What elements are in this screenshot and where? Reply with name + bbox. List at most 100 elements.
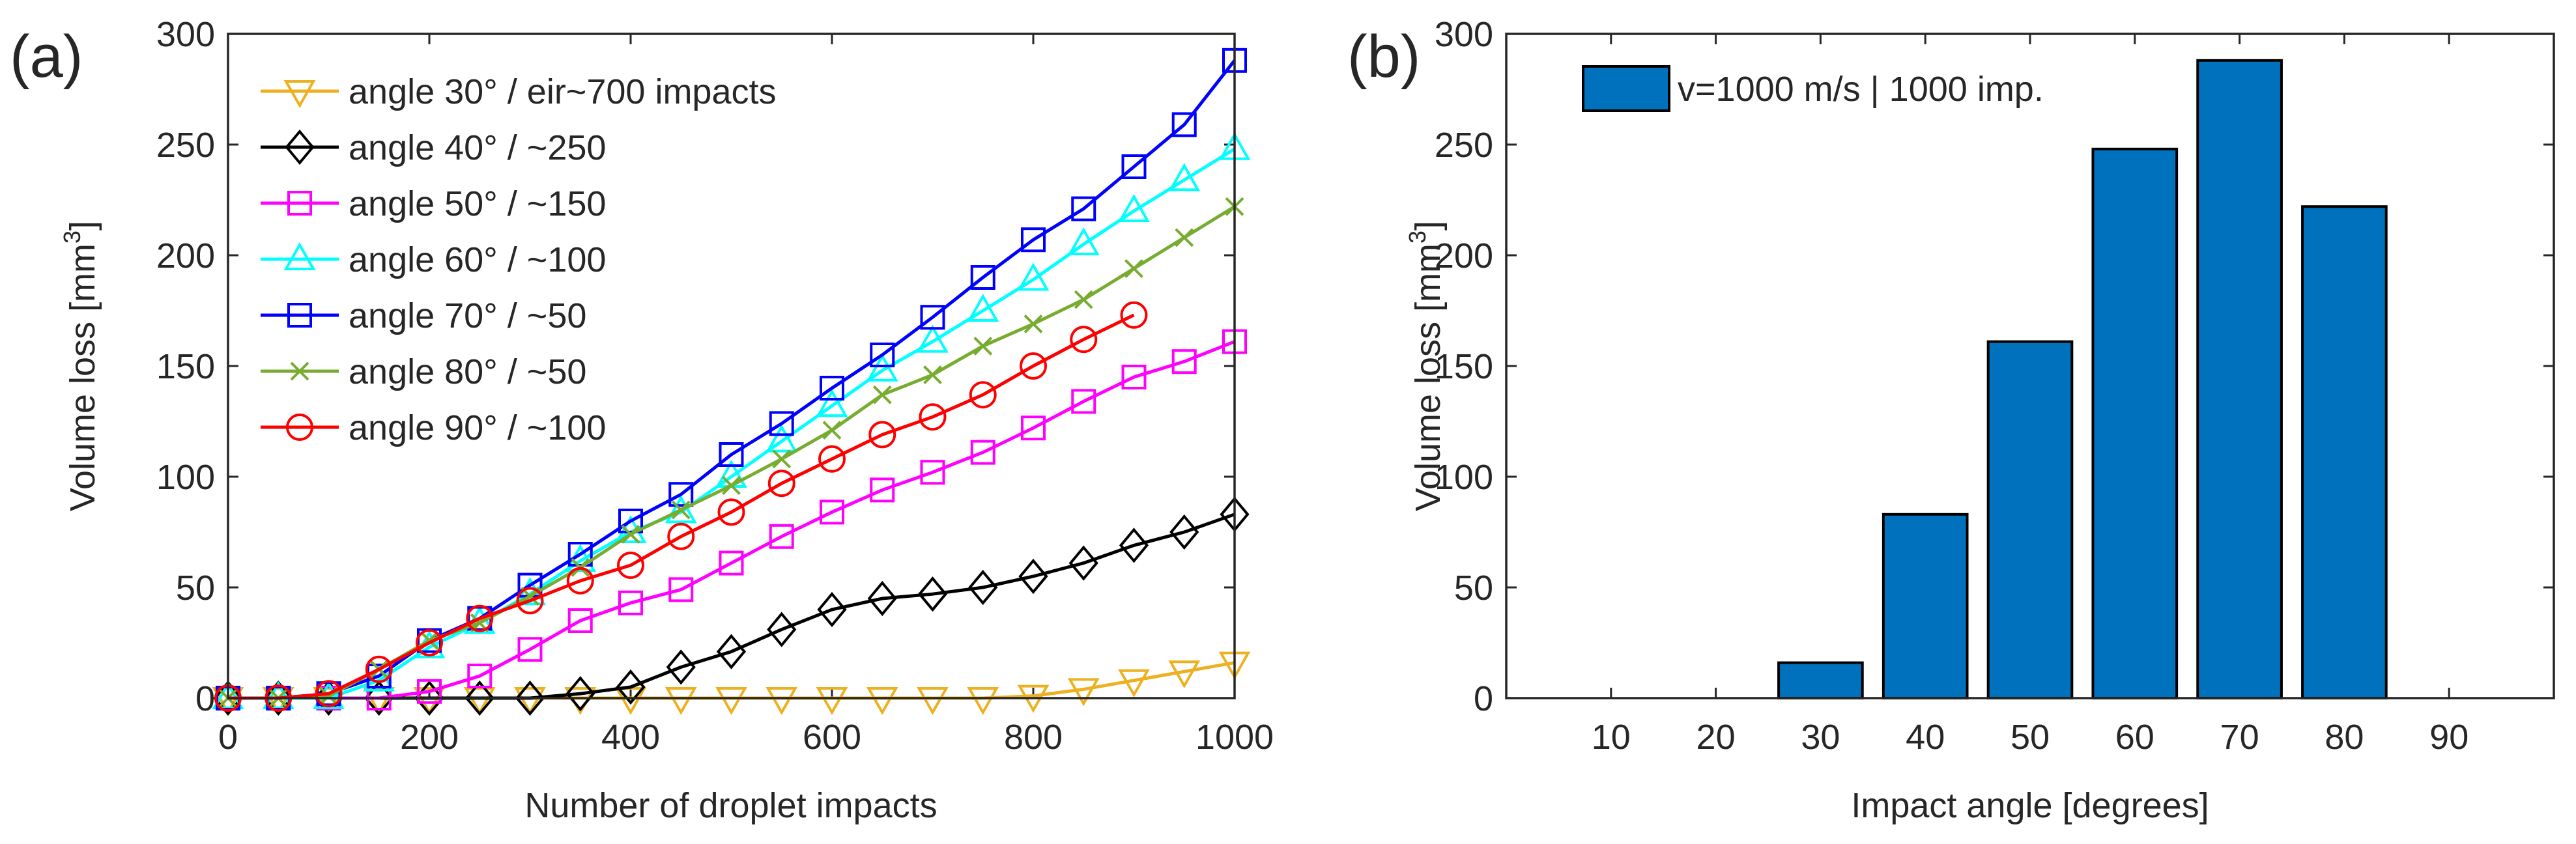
panel-a-ytick-label-250: 250 bbox=[156, 126, 215, 165]
panel-a-series-7-point-450 bbox=[667, 522, 695, 550]
panel-b-bar-60 bbox=[2091, 147, 2179, 700]
panel-b-xtick-label-30: 30 bbox=[1801, 718, 1840, 757]
panel-b-xtick-label-60: 60 bbox=[2115, 718, 2154, 757]
panel-a-series-1-point-750 bbox=[967, 687, 999, 716]
panel-b-ytick-label-0: 0 bbox=[1474, 679, 1493, 718]
panel-a-legend-item-3-marker bbox=[287, 191, 312, 216]
panel-a-series-1-point-200 bbox=[413, 687, 446, 716]
panel-a-legend: angle 30° / eir~700 impacts angle 40° / ~… bbox=[261, 72, 777, 447]
panel-a-series-5-point-950 bbox=[1171, 112, 1197, 137]
panel-a-legend-item-4-marker bbox=[283, 242, 316, 270]
panel-b-ytick-label-150: 150 bbox=[1435, 347, 1493, 386]
panel-a-series-4-point-700 bbox=[917, 324, 949, 353]
panel-a-label: (a) bbox=[10, 23, 83, 90]
panel-a-series-7-point-850 bbox=[1070, 326, 1098, 354]
panel-b-xlabel: Impact angle [degrees] bbox=[1851, 786, 2209, 825]
panel-b-xtick-label-10: 10 bbox=[1592, 718, 1631, 757]
panel-a-series-5-point-350 bbox=[567, 542, 593, 567]
panel-a-series-5-point-850 bbox=[1071, 196, 1096, 221]
panel-a-series-2-point-550 bbox=[767, 612, 797, 647]
panel-a-ylabel-tail: ] bbox=[63, 221, 102, 231]
panel-a-series-4-point-450 bbox=[665, 495, 697, 524]
panel-a-series-1-point-700 bbox=[917, 687, 949, 716]
panel-a-series-4-point-800 bbox=[1017, 262, 1050, 291]
panel-a-legend-item-3-label: angle 50° / ~150 bbox=[349, 184, 606, 223]
panel-a-legend-item-6-marker bbox=[290, 361, 309, 381]
panel-a-series-2-point-600 bbox=[817, 591, 847, 628]
panel-b-xtick-label-50: 50 bbox=[2011, 718, 2050, 757]
panel-b-xtick-label-80: 80 bbox=[2325, 718, 2364, 757]
panel-a-series-2-point-850 bbox=[1068, 545, 1098, 581]
panel-a-axes-box bbox=[227, 33, 1236, 699]
panel-a-legend-item-5: angle 70° / ~50 bbox=[261, 296, 586, 335]
panel-a-series-3-point-750 bbox=[970, 440, 995, 465]
panel-a-series-3-point-300 bbox=[517, 637, 543, 662]
panel-b-legend-swatch bbox=[1582, 65, 1670, 112]
panel-b-legend: v=1000 m/s | 1000 imp. bbox=[1582, 65, 2044, 112]
panel-a-series-6-point-550 bbox=[772, 449, 792, 469]
panel-a-legend-item-1-label: angle 30° / eir~700 impacts bbox=[349, 72, 777, 111]
panel-a-legend-item-7-label: angle 90° / ~100 bbox=[349, 408, 606, 447]
panel-a-series-3-point-700 bbox=[920, 460, 945, 485]
panel-a-xtick-label-1000: 1000 bbox=[1195, 718, 1274, 757]
panel-a-series-1-point-600 bbox=[816, 687, 848, 716]
panel-a-series-6-point-900 bbox=[1124, 259, 1143, 278]
panel-a-series-4-point-550 bbox=[766, 424, 798, 453]
panel-a-series-7-point-900 bbox=[1120, 301, 1148, 329]
panel-a-series-4-point-750 bbox=[967, 293, 999, 322]
panel-a-xlabel: Number of droplet impacts bbox=[524, 786, 937, 825]
panel-a-ytick-label-100: 100 bbox=[156, 458, 215, 497]
panel-b-ytick-label-250: 250 bbox=[1435, 126, 1493, 165]
panel-a-series-3-point-250 bbox=[467, 664, 493, 688]
panel-a-series-7-point-400 bbox=[617, 552, 644, 579]
panel-a-ylabel: Volume loss [mm3] bbox=[59, 221, 102, 511]
panel-a-series-2-point-650 bbox=[867, 580, 897, 617]
panel-a-series-1-point-950 bbox=[1168, 660, 1201, 689]
panel-a-legend-item-4: angle 60° / ~100 bbox=[261, 240, 606, 279]
panel-b-bars bbox=[1777, 59, 2388, 700]
panel-a-series-1-point-500 bbox=[715, 687, 747, 716]
panel-b-xtick-label-20: 20 bbox=[1696, 718, 1736, 757]
panel-a-xtick-label-0: 0 bbox=[218, 718, 238, 757]
panel-a-series-3-point-350 bbox=[567, 608, 593, 633]
panel-a-series-7-point-150 bbox=[365, 655, 393, 683]
panel-b-ylabel-main: Volume loss [mm bbox=[1409, 244, 1448, 511]
panel-a-series-6-point-700 bbox=[923, 365, 942, 385]
panel-b-bar-50 bbox=[1986, 340, 2074, 699]
panel-b-ytick-label-300: 300 bbox=[1435, 15, 1493, 54]
panel-a-series-5-point-800 bbox=[1021, 227, 1046, 253]
panel-a-series-3-point-850 bbox=[1071, 389, 1096, 414]
panel-a-series-3-point-550 bbox=[769, 524, 794, 549]
panel-a-legend-item-7-marker bbox=[286, 414, 313, 441]
panel-a-line-chart: (a) 0 200 400 600 800 1000050100150200250300 … bbox=[10, 15, 1274, 825]
panel-a-series-5-point-400 bbox=[618, 509, 643, 533]
panel-a-series-7-point-600 bbox=[818, 445, 846, 473]
panel-a-ytick-label-300: 300 bbox=[156, 15, 215, 54]
panel-a-series-2-point-750 bbox=[968, 569, 998, 606]
panel-a-series-4-point-900 bbox=[1118, 193, 1150, 222]
panel-a-series-7-point-250 bbox=[466, 604, 494, 632]
panel-a-ytick-label-150: 150 bbox=[156, 347, 215, 386]
panel-a-ytick-label-50: 50 bbox=[176, 569, 215, 608]
panel-a-series-5-point-650 bbox=[870, 343, 895, 367]
panel-a-series-4-point-850 bbox=[1067, 227, 1100, 255]
panel-b-ytick-label-100: 100 bbox=[1435, 458, 1493, 497]
panel-a-series-5-point-550 bbox=[769, 411, 794, 436]
panel-b-legend-item-1: v=1000 m/s | 1000 imp. bbox=[1582, 65, 2044, 112]
panel-a-series-2-point-400 bbox=[616, 669, 646, 705]
panel-a-ylabel-main: Volume loss [mm bbox=[63, 244, 102, 511]
panel-b-xtick-label-40: 40 bbox=[1906, 718, 1945, 757]
panel-a-series-3-point-900 bbox=[1121, 365, 1147, 389]
panel-b-bar-30 bbox=[1777, 661, 1864, 699]
panel-a-series-7-point-800 bbox=[1020, 352, 1047, 380]
panel-a-legend-item-5-label: angle 70° / ~50 bbox=[349, 296, 586, 335]
panel-a-series-1-point-650 bbox=[866, 687, 898, 716]
panel-a-legend-item-7: angle 90° / ~100 bbox=[261, 408, 606, 447]
panel-a-series-2-point-800 bbox=[1018, 558, 1048, 595]
panel-a-series-7-point-500 bbox=[717, 498, 745, 526]
panel-a-series-1-point-550 bbox=[766, 687, 798, 716]
panel-a-series-1-point-900 bbox=[1118, 669, 1150, 697]
panel-a-series-3-point-450 bbox=[668, 577, 694, 602]
panel-b-ylabel: Volume loss [mm3] bbox=[1404, 221, 1448, 511]
panel-a-series-7-point-200 bbox=[416, 629, 443, 656]
